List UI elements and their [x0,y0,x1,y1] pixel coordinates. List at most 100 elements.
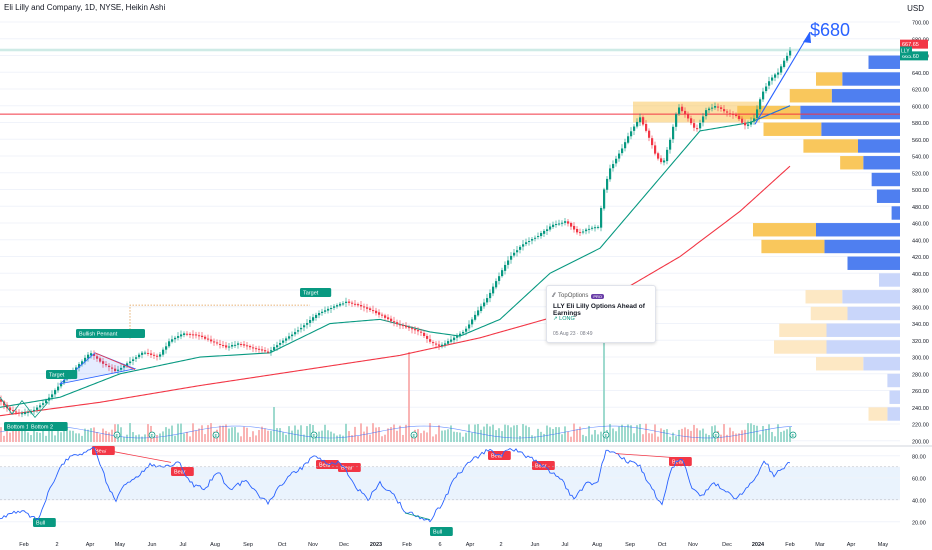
volume-profile-bar-up [847,256,900,270]
volume-bar [756,425,758,442]
volume-bar [204,434,206,442]
volume-bar [258,430,260,442]
candle-body [588,228,591,230]
candle-body [324,310,327,312]
volume-profile-bar-up [824,239,900,254]
bottom-2-tag-text: Bottom 2 [31,425,53,431]
volume-bar [195,430,197,442]
volume-bar [51,425,53,442]
volume-bar [183,433,185,442]
candle-body [144,352,147,354]
candle-body [48,397,51,401]
volume-bar [342,435,344,442]
volume-bar [60,432,62,442]
candle-body [501,270,504,277]
volume-bar [678,429,680,442]
volume-bar [570,436,572,442]
volume-profile-bar-up [842,290,900,304]
candle-body [348,301,351,303]
volume-bar [504,424,506,442]
bear-tag-bg [171,467,194,476]
candle-body [81,361,84,365]
bull-tag-1: Bull [33,518,56,527]
ma-fast-line [0,105,791,408]
candle-body [780,66,783,73]
candle-body [666,149,669,162]
volume-bar [171,425,173,442]
candle-body [225,345,228,348]
candle-body [753,118,756,122]
candle-body [531,239,534,241]
volume-bar [225,424,227,442]
candle-body [153,354,156,356]
candle-body [471,319,474,325]
volume-bar [654,424,656,442]
candle-body [198,335,201,337]
candle-body [108,365,111,368]
earnings-marker-label: E [214,433,217,438]
candle-body [111,367,114,369]
volume-bar [720,434,722,442]
volume-bar [702,428,704,442]
volume-profile-bar-up [868,55,900,69]
candle-body [681,106,684,112]
volume-profile-bar-up [842,72,900,86]
candle-body [570,222,573,227]
candle-body [51,394,54,398]
candle-body [762,91,765,100]
x-tick-label: Jul [561,542,568,548]
bear-tag-text: Bear [341,466,353,472]
volume-bar [354,426,356,442]
candle-body [75,367,78,371]
candle-body [114,368,117,372]
volume-bar [363,431,365,442]
candle-body [345,301,348,304]
candle-body [597,226,600,228]
candle-body [711,107,714,109]
candle-body [147,352,150,354]
idea-title[interactable]: LLY Eli Lilly Options Ahead of Earnings [553,303,645,317]
candle-body [726,111,729,113]
volume-bar [267,430,269,442]
candle-body [771,77,774,81]
idea-card-header: ⁄⁄ TopOptions PRO [553,293,605,299]
candle-body [282,340,285,343]
volume-bar [774,436,776,442]
candle-body [507,260,510,265]
volume-bar [72,430,74,442]
volume-bar [18,428,20,442]
volume-bar [546,425,548,442]
candle-body [399,324,402,326]
candle-body [315,314,318,318]
volume-bar [120,427,122,442]
candle-body [210,339,213,342]
volume-bar [405,424,407,442]
volume-bar [234,427,236,442]
candle-body [138,354,141,358]
idea-card[interactable]: ⁄⁄ TopOptions PRO LLY Eli Lilly Options … [546,285,656,343]
volume-profile-bar-up [858,139,900,153]
candle-body [279,343,282,345]
candle-body [351,302,354,304]
candle-body [309,320,312,323]
candle-body [693,123,696,128]
x-tick-label: 6 [438,542,441,548]
candle-body [405,325,408,328]
candle-body [27,411,30,413]
volume-bar [561,434,563,442]
volume-bar [663,429,665,442]
candle-body [396,322,399,325]
volume-bar [591,434,593,442]
volume-profile-bar-down [761,239,825,254]
volume-bar [522,423,524,442]
volume-bar [576,429,578,442]
candle-body [402,325,405,327]
candle-body [291,334,294,337]
volume-bar [309,423,311,442]
candle-body [33,409,36,412]
volume-bar [537,428,539,442]
publisher-logo-icon: ⁄⁄ [553,293,556,299]
candle-body [594,227,597,229]
price-tick-label: 380.00 [912,289,929,295]
